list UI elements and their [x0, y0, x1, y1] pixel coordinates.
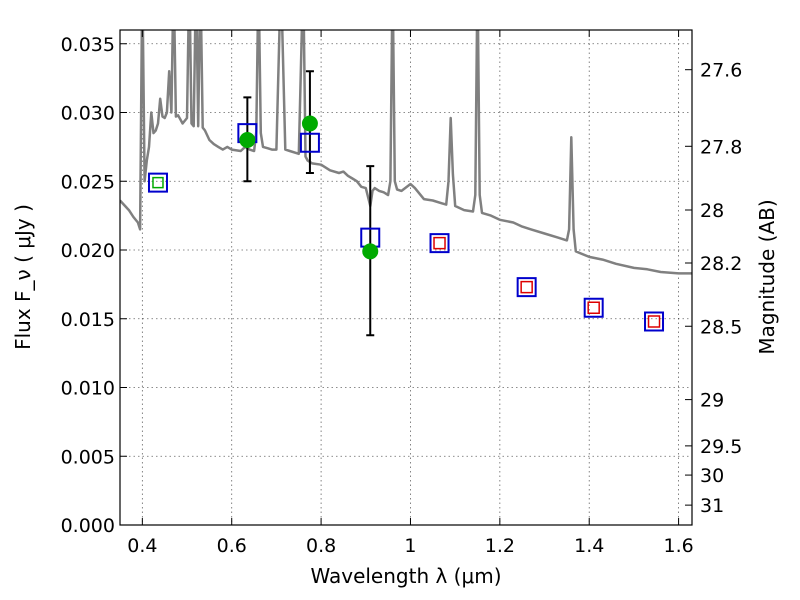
model-photometry-point	[516, 277, 537, 298]
y2-tick-label: 28	[700, 200, 724, 222]
y-tick-label: 0.000	[61, 515, 115, 537]
x-tick-label: 1.6	[663, 535, 693, 557]
x-tick-label: 0.6	[217, 535, 247, 557]
model-photometry-point	[147, 172, 168, 193]
y-tick-label: 0.025	[61, 171, 115, 193]
x-tick-label: 1.4	[574, 535, 604, 557]
y-tick-label: 0.020	[61, 240, 115, 262]
observed-point	[239, 132, 256, 148]
y-tick-label: 0.005	[61, 446, 115, 468]
observed-limit-point	[152, 176, 164, 189]
model-spectrum	[120, 30, 692, 275]
y-tick-label: 0.035	[61, 34, 115, 56]
y2-tick-label: 31	[700, 495, 724, 517]
axis-ticks: 0.4 0.6 0.8 1 1.2 1.4 1.6 0.000 0.005 0.010 0.015 0…	[61, 30, 742, 557]
model-photometry-inner-point	[520, 280, 533, 294]
y2-tick-label: 28.5	[700, 316, 742, 338]
model-photometry-point	[583, 297, 604, 318]
y2-tick-label: 29.5	[700, 436, 742, 458]
y2-tick-label: 30	[700, 465, 724, 487]
x-tick-label: 1.2	[485, 535, 515, 557]
photometry-markers	[147, 70, 665, 337]
y-tick-label: 0.010	[61, 378, 115, 400]
y-tick-label: 0.030	[61, 103, 115, 125]
y2-tick-label: 27.6	[700, 60, 742, 82]
y2-tick-label: 28.2	[700, 253, 742, 275]
x-tick-label: 1	[404, 535, 416, 557]
y2-tick-label: 27.8	[700, 136, 742, 158]
model-photometry-point	[429, 233, 450, 254]
right-axis-label: Magnitude (AB)	[755, 199, 779, 354]
plot-frame	[119, 29, 693, 526]
y2-tick-label: 29	[700, 390, 724, 412]
observed-point	[362, 243, 379, 260]
model-photometry-inner-point	[647, 315, 661, 328]
x-axis-label: Wavelength λ (μm)	[310, 564, 501, 588]
model-photometry-point	[299, 132, 320, 153]
spectrum-line	[120, 30, 692, 275]
model-photometry-inner-point	[433, 236, 446, 250]
x-tick-label: 0.8	[306, 535, 336, 557]
y-tick-label: 0.015	[61, 309, 115, 331]
model-photometry-inner-point	[587, 301, 600, 314]
model-photometry-point	[644, 311, 665, 332]
observed-point	[301, 115, 318, 132]
y-axis-label: Flux F_ν ( μJy )	[11, 204, 35, 350]
grid-lines	[120, 30, 692, 526]
x-tick-label: 0.4	[127, 535, 157, 557]
